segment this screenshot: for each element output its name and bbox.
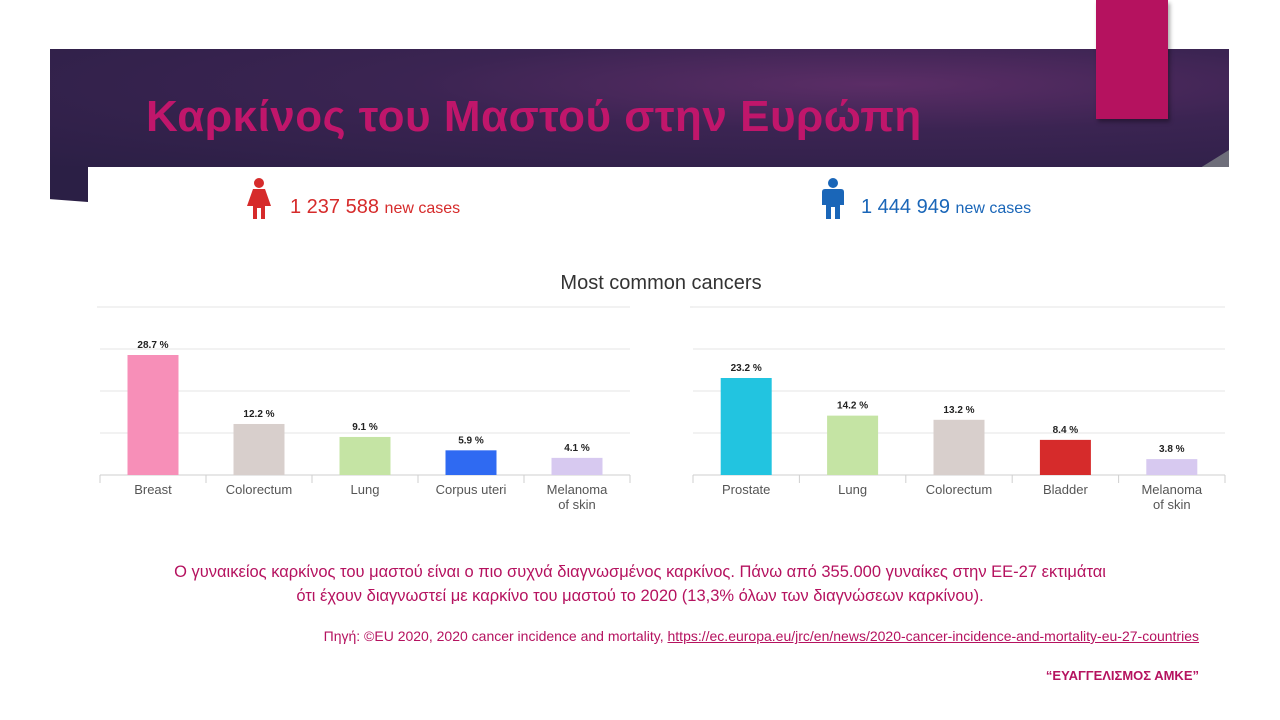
female-cases: 1 237 588 new cases xyxy=(290,196,460,219)
bar-melanoma-of-skin xyxy=(551,457,603,475)
data-label: 5.9 % xyxy=(458,435,484,446)
category-label: Prostate xyxy=(722,482,770,497)
bar-prostate xyxy=(720,377,772,475)
female-cases-label: new cases xyxy=(384,200,461,217)
female-person-icon xyxy=(247,178,271,219)
category-label: of skin xyxy=(1153,497,1191,512)
female-cases-count: 1 237 588 xyxy=(290,196,379,218)
title-banner xyxy=(50,49,1229,167)
bar-colorectum xyxy=(233,423,285,475)
category-label: Corpus uteri xyxy=(436,482,507,497)
data-label: 13.2 % xyxy=(943,405,974,416)
chart-title: Most common cancers xyxy=(0,272,1280,295)
data-label: 28.7 % xyxy=(137,340,168,351)
chart-title-text: Most common cancers xyxy=(560,272,762,294)
category-label: Melanoma xyxy=(1141,482,1202,497)
banner-tail xyxy=(50,166,88,202)
pink-accent-tab xyxy=(1096,0,1168,119)
category-label: of skin xyxy=(558,497,596,512)
data-label: 14.2 % xyxy=(837,401,868,412)
bar-lung xyxy=(827,415,879,475)
organization-name: “ΕΥΑΓΓΕΛΙΣΜΟΣ ΑΜΚΕ” xyxy=(1045,668,1199,683)
source-link[interactable]: https://ec.europa.eu/jrc/en/news/2020-ca… xyxy=(667,628,1200,644)
caption: Ο γυναικείος καρκίνος του μαστού είναι ο… xyxy=(60,560,1220,608)
bar-melanoma-of-skin xyxy=(1146,459,1198,475)
bar-bladder xyxy=(1039,439,1091,475)
male-person-icon xyxy=(822,178,844,219)
data-label: 12.2 % xyxy=(243,409,274,420)
male-cases-count: 1 444 949 xyxy=(861,196,950,218)
bar-lung xyxy=(339,436,391,475)
caption-line-1: Ο γυναικείος καρκίνος του μαστού είναι ο… xyxy=(174,563,1106,581)
data-label: 23.2 % xyxy=(731,363,762,374)
category-label: Lung xyxy=(351,482,380,497)
bar-breast xyxy=(127,355,179,475)
data-label: 3.8 % xyxy=(1159,444,1185,455)
category-label: Melanoma xyxy=(547,482,608,497)
category-label: Colorectum xyxy=(226,482,292,497)
category-label: Bladder xyxy=(1043,482,1088,497)
male-cases: 1 444 949 new cases xyxy=(861,196,1031,219)
category-label: Lung xyxy=(838,482,867,497)
slide-title: Καρκίνος του Μαστού στην Ευρώπη xyxy=(146,92,922,141)
data-label: 9.1 % xyxy=(352,422,378,433)
source-note: Πηγή: ©EU 2020, 2020 cancer incidence an… xyxy=(324,628,1199,644)
category-label: Breast xyxy=(134,482,172,497)
category-label: Colorectum xyxy=(926,482,992,497)
source-prefix: Πηγή: ©EU 2020, 2020 cancer incidence an… xyxy=(323,628,668,644)
bar-colorectum xyxy=(933,419,985,475)
bar-corpus-uteri xyxy=(445,450,497,475)
data-label: 8.4 % xyxy=(1053,425,1079,436)
caption-line-2: ότι έχουν διαγνωστεί με καρκίνο του μαστ… xyxy=(296,587,984,605)
male-cases-label: new cases xyxy=(955,200,1032,217)
data-label: 4.1 % xyxy=(564,443,590,454)
